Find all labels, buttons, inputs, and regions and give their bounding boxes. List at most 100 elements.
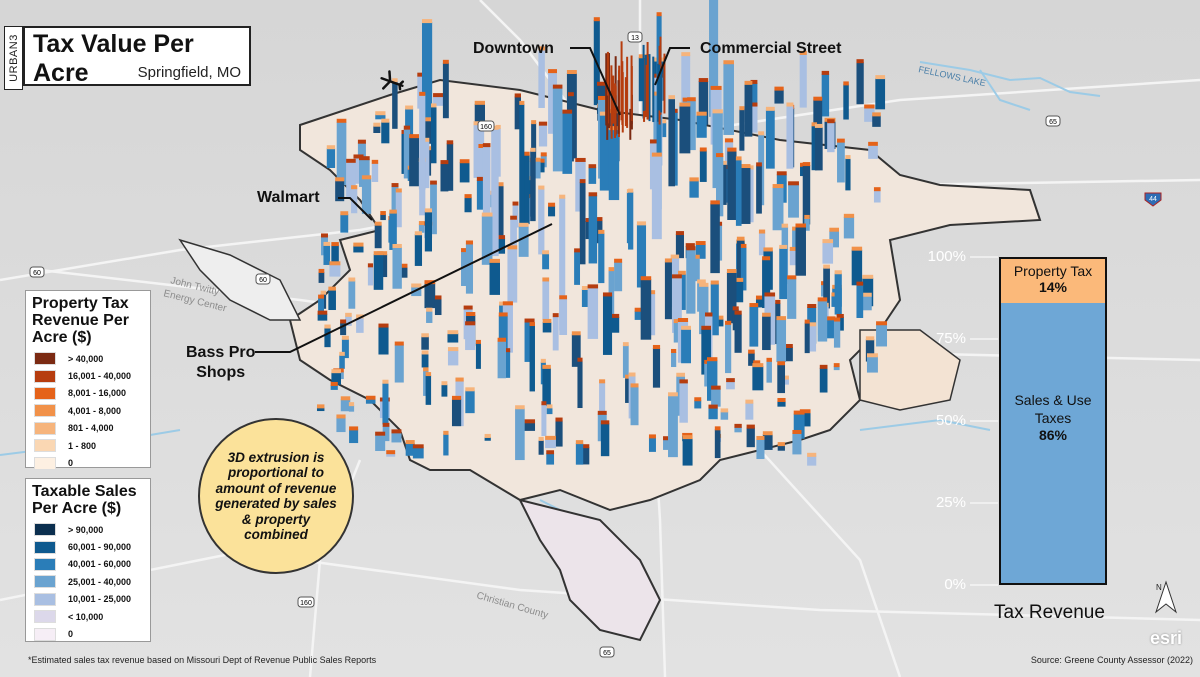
extrusion-cap <box>699 282 709 287</box>
extrusion-bar <box>340 399 351 412</box>
extrusion-cap <box>779 244 788 249</box>
extrusion-cap <box>694 397 702 402</box>
extrusion-cap <box>758 131 765 136</box>
extrusion-cap <box>775 299 781 304</box>
extrusion-cap <box>710 85 722 90</box>
extrusion-bar <box>837 141 845 183</box>
extrusion-bar <box>708 407 718 420</box>
extrusion-cap <box>391 183 399 188</box>
extrusion-cap <box>542 318 552 323</box>
extrusion-cap <box>562 109 573 114</box>
extrusion-cap <box>336 118 347 123</box>
extrusion-cap <box>694 254 700 259</box>
property-legend-swatch <box>34 404 56 418</box>
extrusion-cap <box>845 155 851 160</box>
extrusion-bar <box>851 249 863 286</box>
extrusion-cap <box>753 360 761 365</box>
property-tax-bar: Property Tax 14% <box>999 257 1107 303</box>
extrusion-cap <box>817 297 828 302</box>
extrusion-bar <box>446 143 454 191</box>
property-legend-swatch <box>34 439 56 453</box>
extrusion-cap <box>671 348 677 353</box>
extrusion-bar <box>461 251 468 286</box>
extrusion-cap <box>405 105 414 110</box>
extrusion-bar <box>341 338 349 359</box>
extrusion-cap <box>774 86 784 91</box>
extrusion-bar <box>375 434 386 452</box>
revenue-chart-title: Tax Revenue <box>994 602 1105 623</box>
extrusion-cap <box>866 353 878 358</box>
extrusion-cap <box>353 154 364 159</box>
sales-legend-swatch <box>34 592 56 606</box>
extrusion-bar <box>552 87 563 172</box>
extrusion-bar <box>515 408 525 461</box>
downtown-spike <box>614 83 617 138</box>
extrusion-bar <box>409 137 420 187</box>
extrusion-cap <box>575 157 586 162</box>
extrusion-bar <box>740 246 747 291</box>
revenue-y-tick: 25% <box>935 494 966 511</box>
extrusion-cap <box>320 290 327 295</box>
sales-legend-item: > 90,000 <box>34 521 150 538</box>
extrusion-cap <box>419 91 426 96</box>
extrusion-bar <box>331 245 339 264</box>
extrusion-cap <box>348 402 355 407</box>
source-note: Source: Greene County Assessor (2022) <box>1030 655 1193 665</box>
svg-text:60: 60 <box>33 270 41 277</box>
extrusion-bar <box>519 103 525 228</box>
extrusion-bar <box>335 180 345 202</box>
extrusion-cap <box>622 342 629 347</box>
extrusion-cap <box>386 450 396 455</box>
extrusion-bar <box>571 334 581 367</box>
extrusion-bar <box>552 316 559 351</box>
extrusion-cap <box>430 180 437 185</box>
extrusion-cap <box>640 276 652 281</box>
extrusion-cap <box>687 97 696 102</box>
extrusion-cap <box>843 81 849 86</box>
extrusion-cap <box>423 367 429 372</box>
extrusion-bar <box>317 313 328 321</box>
extrusion-bar <box>391 186 399 211</box>
sales-legend-item: < 10,000 <box>34 608 150 625</box>
extrusion-cap <box>507 245 518 250</box>
extrusion-cap <box>710 280 719 285</box>
extrusion-bar <box>710 203 720 274</box>
extrusion-cap <box>862 292 872 297</box>
extrusion-cap <box>375 111 386 116</box>
property-legend-item: 0 <box>34 454 150 471</box>
extrusion-bar <box>361 178 372 214</box>
extrusion-cap <box>524 318 535 323</box>
extrusion-cap <box>740 243 747 248</box>
extrusion-bar <box>681 55 691 107</box>
extrusion-cap <box>324 324 331 329</box>
extrusion-bar <box>365 398 376 404</box>
extrusion-cap <box>701 325 712 330</box>
extrusion-cap <box>353 242 364 247</box>
extrusion-bar <box>389 212 397 250</box>
extrusion-bar <box>714 429 721 459</box>
extrusion-cap <box>541 401 547 406</box>
property-tax-bar-value: 14% <box>1038 279 1068 295</box>
extrusion-cap <box>856 281 864 286</box>
extrusion-cap <box>696 111 707 116</box>
svg-text:65: 65 <box>603 650 611 657</box>
svg-text:160: 160 <box>300 600 312 607</box>
extrusion-bar <box>762 315 771 351</box>
extrusion-bar <box>766 360 772 383</box>
extrusion-cap <box>540 358 546 363</box>
extrusion-cap <box>447 330 459 335</box>
extrusion-cap <box>430 103 437 108</box>
extrusion-cap <box>843 213 855 218</box>
extrusion-cap <box>515 405 525 410</box>
extrusion-cap <box>795 223 806 228</box>
extrusion-cap <box>756 435 765 440</box>
extrusion-cap <box>679 102 691 107</box>
commercial-spike <box>642 44 645 111</box>
extrusion-cap <box>723 60 734 65</box>
extrusion-cap <box>609 313 620 318</box>
extrusion-bar <box>648 437 656 452</box>
extrusion-bar <box>772 187 784 231</box>
extrusion-cap <box>411 283 422 288</box>
extrusion-cap <box>529 322 535 327</box>
extrusion-cap <box>382 379 389 384</box>
